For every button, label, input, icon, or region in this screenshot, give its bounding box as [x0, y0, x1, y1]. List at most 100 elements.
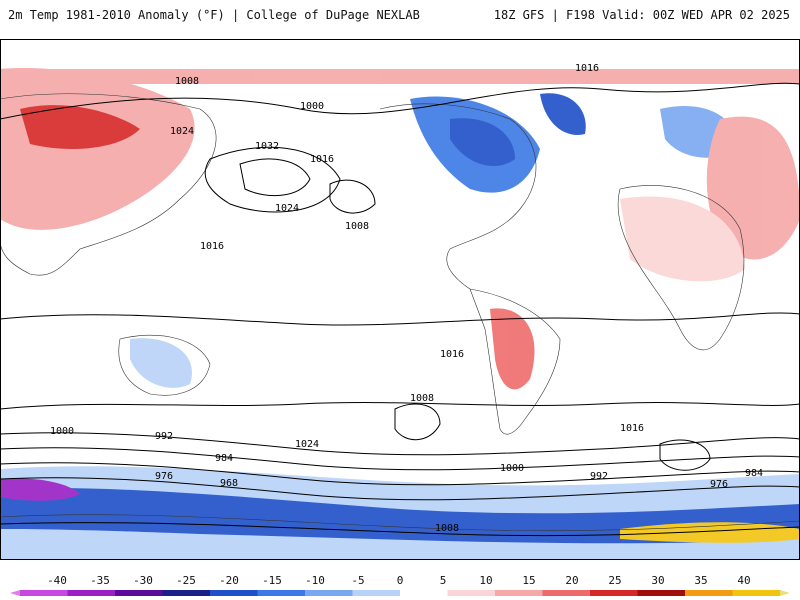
- colorbar-tick: -30: [133, 574, 153, 587]
- isobar-label: 984: [745, 468, 763, 479]
- colorbar-cell: [257, 590, 306, 596]
- map-title: 2m Temp 1981-2010 Anomaly (°F) | College…: [8, 8, 420, 22]
- anomaly-shading: [0, 68, 800, 560]
- isobar-1008-pacific: [329, 179, 376, 214]
- colorbar-tick: 5: [439, 574, 447, 587]
- run-info: 18Z GFS | F198 Valid: 00Z WED APR 02 202…: [493, 8, 790, 22]
- coast-north-america: [379, 103, 537, 290]
- colorbar-cell: [447, 590, 496, 596]
- isobar-label: 1000: [50, 426, 74, 437]
- isobar-label: 1008: [175, 76, 199, 87]
- colorbar-tick: 40: [737, 574, 751, 587]
- colorbar-cell: [495, 590, 543, 596]
- colorbar-cell: [67, 590, 116, 596]
- colorbar-tick: -40: [47, 574, 67, 587]
- deep-cold-antarctic: [0, 488, 800, 544]
- warm-anomaly-asia: [0, 68, 195, 230]
- colorbar-cell: [400, 590, 448, 596]
- colorbar-cell: [685, 590, 733, 596]
- header-bar: 2m Temp 1981-2010 Anomaly (°F) | College…: [0, 0, 800, 30]
- isobar-label: 976: [710, 479, 728, 490]
- coast-antarctica: [0, 514, 800, 531]
- isobar-976: [0, 477, 800, 501]
- isobar-label: 1000: [300, 101, 324, 112]
- colorbar-cell: [542, 590, 591, 596]
- isobar-label: 992: [590, 471, 608, 482]
- coast-australia: [118, 334, 211, 396]
- colorbar-labels: -40 -35 -30 -25 -20 -15 -10 -5 0 5 10 15…: [0, 574, 800, 588]
- warm-anomaly-mideast: [706, 116, 800, 260]
- colorbar-cell: [20, 590, 68, 596]
- isobars: [0, 82, 800, 537]
- colorbar-tick: -15: [262, 574, 282, 587]
- isobar-label: 1032: [255, 141, 279, 152]
- colorbar-tick: 10: [479, 574, 493, 587]
- isobar-label: 1008: [410, 393, 434, 404]
- colorbar-tick: -10: [305, 574, 325, 587]
- isobar-1024-pacific: [204, 146, 341, 213]
- colorbar-cell: [590, 590, 638, 596]
- isobar-label: 1016: [575, 63, 599, 74]
- hot-core-asia: [20, 105, 140, 149]
- colorbar-tick: 35: [694, 574, 708, 587]
- warm-anomaly-sa: [490, 308, 535, 390]
- isobar-1016-south-atlantic: [659, 439, 711, 471]
- isobar-992: [0, 447, 800, 471]
- colorbar-cell: [210, 590, 258, 596]
- colorbar-tick: -25: [176, 574, 196, 587]
- isobar-1008-south-pac: [394, 403, 441, 441]
- extreme-cold-antarctic: [0, 478, 80, 501]
- colorbar-cell: [115, 590, 163, 596]
- colorbar-cell: [637, 590, 686, 596]
- cold-core-na: [450, 118, 515, 167]
- colorbar-cell: [732, 590, 781, 596]
- warm-anomaly-africa: [620, 196, 745, 282]
- colorbar-cell: [10, 590, 20, 596]
- isobar-label: 976: [155, 471, 173, 482]
- cold-anomaly-australia: [130, 338, 192, 388]
- isobar-label: 1024: [275, 203, 299, 214]
- coastlines: [0, 93, 800, 531]
- isobar-label: 1024: [170, 126, 194, 137]
- coast-eurasia: [0, 93, 217, 276]
- isobar-1016-mid: [0, 312, 800, 326]
- colorbar-cell: [162, 590, 211, 596]
- isobar-1032-pacific: [239, 158, 311, 197]
- colorbar-tick: -5: [351, 574, 365, 587]
- colorbar-tick: 0: [396, 574, 404, 587]
- isobar-984: [0, 462, 800, 486]
- isobar-label: 1000: [500, 463, 524, 474]
- colorbar-tick: -20: [219, 574, 239, 587]
- isobar-label: 984: [215, 453, 233, 464]
- colorbar: -40 -35 -30 -25 -20 -15 -10 -5 0 5 10 15…: [0, 568, 800, 600]
- map-canvas: 1016 1008 1000 1024 1032 1016 1008 1024 …: [0, 39, 800, 560]
- isobar-label: 1016: [310, 154, 334, 165]
- isobar-label: 992: [155, 431, 173, 442]
- isobar-label: 1016: [620, 423, 644, 434]
- isobar-1016-s: [0, 402, 800, 410]
- warm-anomaly-arctic: [0, 69, 800, 84]
- isobar-1016-n: [0, 82, 800, 120]
- isobar-label-group: 1016 1008 1000 1024 1032 1016 1008 1024 …: [50, 63, 763, 534]
- isobar-label: 1016: [440, 349, 464, 360]
- coast-south-america: [469, 288, 561, 435]
- isobar-label: 968: [220, 478, 238, 489]
- isobar-label: 1008: [435, 523, 459, 534]
- colorbar-cell: [780, 590, 790, 596]
- colorbar-strip: [10, 590, 790, 596]
- isobar-label: 1016: [200, 241, 224, 252]
- cold-anomaly-greenland: [540, 93, 586, 135]
- isobar-1000-s: [0, 432, 800, 456]
- isobar-label: 1024: [295, 439, 319, 450]
- coast-africa: [617, 185, 745, 351]
- colorbar-cell: [352, 590, 401, 596]
- colorbar-cell: [305, 590, 353, 596]
- colorbar-tick: 15: [522, 574, 536, 587]
- colorbar-tick: 20: [565, 574, 579, 587]
- map-panel: 1016 1008 1000 1024 1032 1016 1008 1024 …: [0, 39, 800, 560]
- colorbar-tick: 25: [608, 574, 622, 587]
- isobar-1008-antarctic: [0, 522, 800, 537]
- colorbar-tick: -35: [90, 574, 110, 587]
- isobar-label: 1008: [345, 221, 369, 232]
- colorbar-tick: 30: [651, 574, 665, 587]
